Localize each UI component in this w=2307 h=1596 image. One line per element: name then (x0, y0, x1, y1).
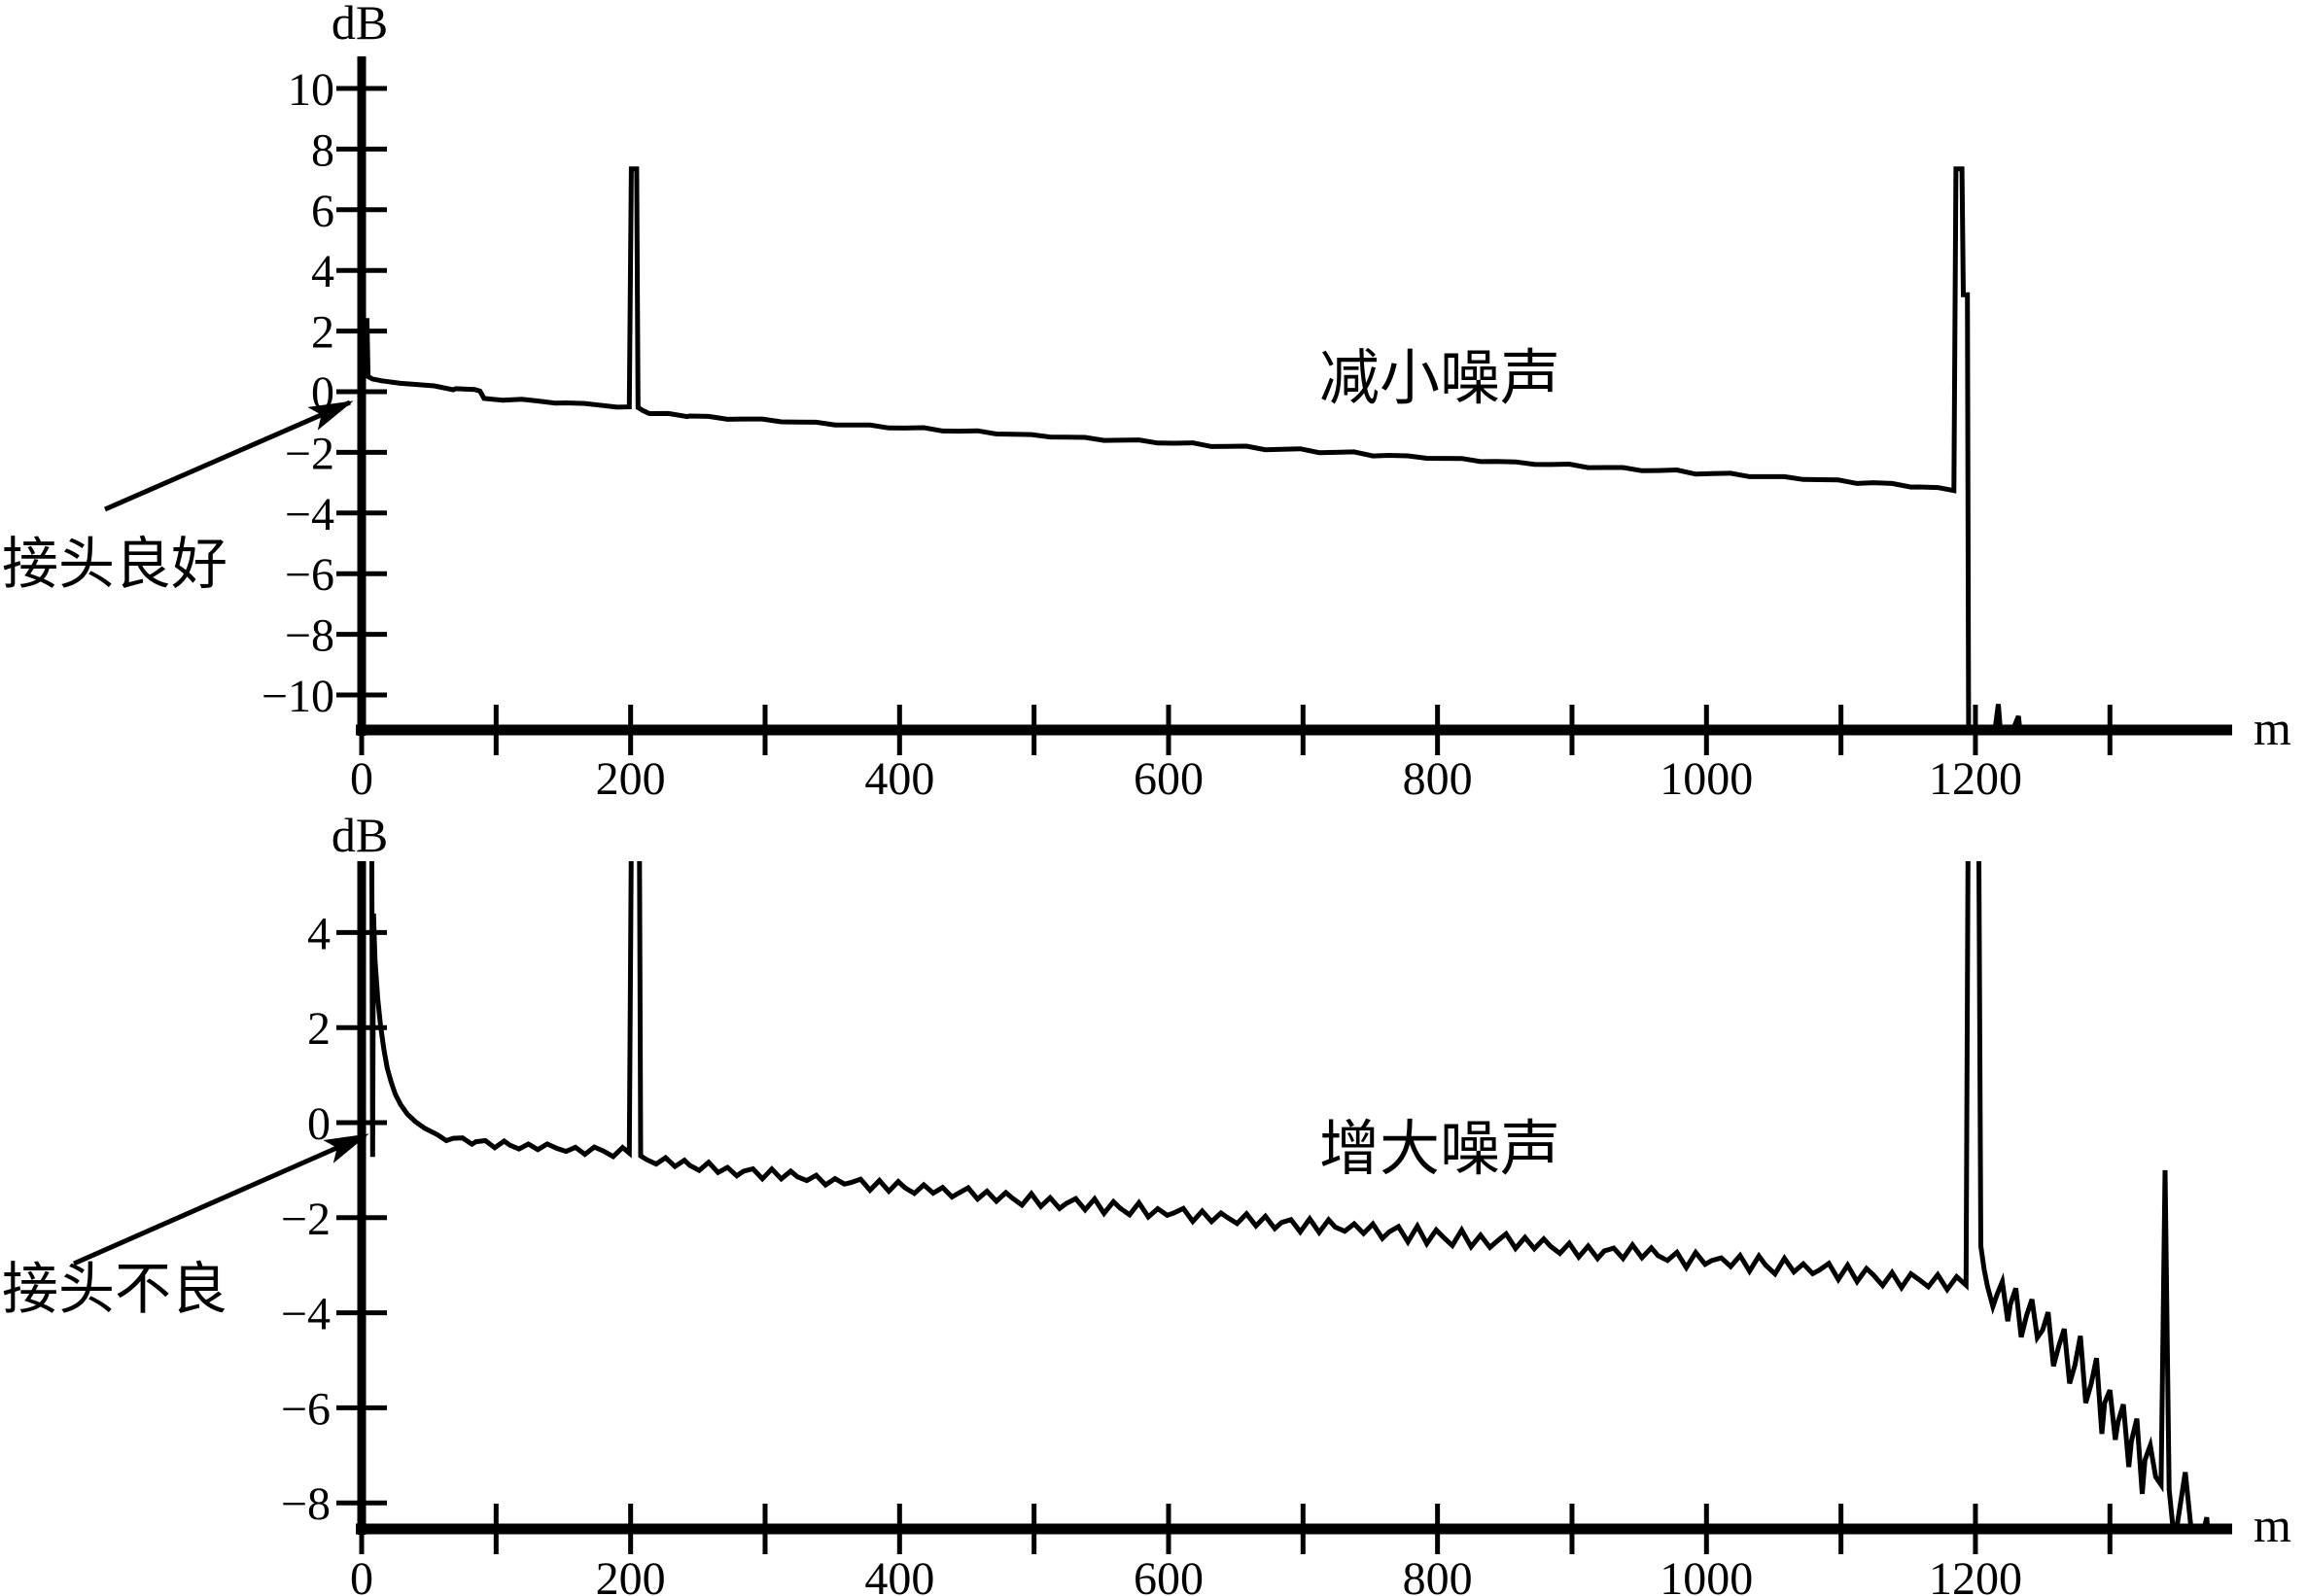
y-tick-label: 4 (311, 246, 334, 297)
y-tick-label: 2 (307, 1003, 331, 1055)
annotation-label-top: 接头良好 (2, 533, 227, 596)
annotation-arrow-bottom (72, 1132, 369, 1266)
x-tick-label: 600 (1134, 753, 1204, 805)
y-tick-label: 2 (311, 307, 334, 359)
x-tick-label: 1200 (1929, 1553, 2022, 1596)
otdr-chart-good: 0 200 400 600 800 1000 12001086420−2−4−6−8−10 … (2, 0, 2291, 805)
y-tick-label: −8 (281, 1478, 331, 1530)
y-tick-label: −10 (262, 671, 334, 722)
annotation-arrow-top (103, 399, 354, 512)
otdr-chart-bad: 0 200 400 600 800 1000 1200 4 2 0 −2 −4 −6 −8 dB m 增大… (2, 808, 2291, 1596)
y-tick-label: −6 (285, 549, 334, 601)
y-tick-label: −4 (281, 1289, 331, 1340)
x-tick-label: 1200 (1929, 753, 2022, 805)
x-tick-label: 1000 (1660, 1553, 1753, 1596)
annotation-bad-connector: 接头不良 (2, 1132, 369, 1321)
y-tick-label: 6 (311, 186, 334, 237)
x-tick-label: 600 (1134, 1553, 1204, 1596)
chart-title-bottom: 增大噪声 (1319, 1117, 1560, 1183)
x-tick-label: 0 (350, 753, 373, 805)
axes-bottom: 0 200 400 600 800 1000 1200 4 2 0 −2 −4 −6 −8 (281, 861, 2232, 1596)
x-tick-label: 1000 (1660, 753, 1753, 805)
annotation-label-bottom: 接头不良 (2, 1258, 227, 1321)
y-tick-label: −8 (285, 610, 334, 662)
y-tick-label: 0 (307, 1098, 331, 1150)
x-tick-label: 200 (596, 753, 666, 805)
y-axis-unit-top: dB (332, 0, 388, 50)
annotation-good-connector: 接头良好 (2, 399, 354, 596)
x-tick-label: 400 (864, 753, 934, 805)
y-tick-label: 8 (311, 124, 334, 176)
x-tick-label: 200 (596, 1553, 666, 1596)
chart-title-top: 减小噪声 (1319, 346, 1560, 412)
otdr-trace-good (359, 166, 2037, 730)
y-axis-unit-bottom: dB (332, 808, 388, 862)
y-tick-label: 10 (288, 64, 334, 116)
y-tick-label: −2 (281, 1194, 331, 1245)
y-tick-label: −4 (285, 489, 334, 540)
y-tick-label: −6 (281, 1383, 331, 1435)
x-tick-label: 0 (350, 1553, 373, 1596)
y-tick-label: 4 (307, 908, 331, 959)
x-axis-unit-top: m (2254, 701, 2291, 755)
x-tick-label: 800 (1403, 1553, 1473, 1596)
x-tick-label: 400 (864, 1553, 934, 1596)
otdr-trace-bad (368, 861, 2211, 1529)
x-axis-unit-bottom: m (2254, 1498, 2291, 1552)
x-tick-label: 800 (1403, 753, 1473, 805)
y-tick-label: −2 (285, 428, 334, 479)
